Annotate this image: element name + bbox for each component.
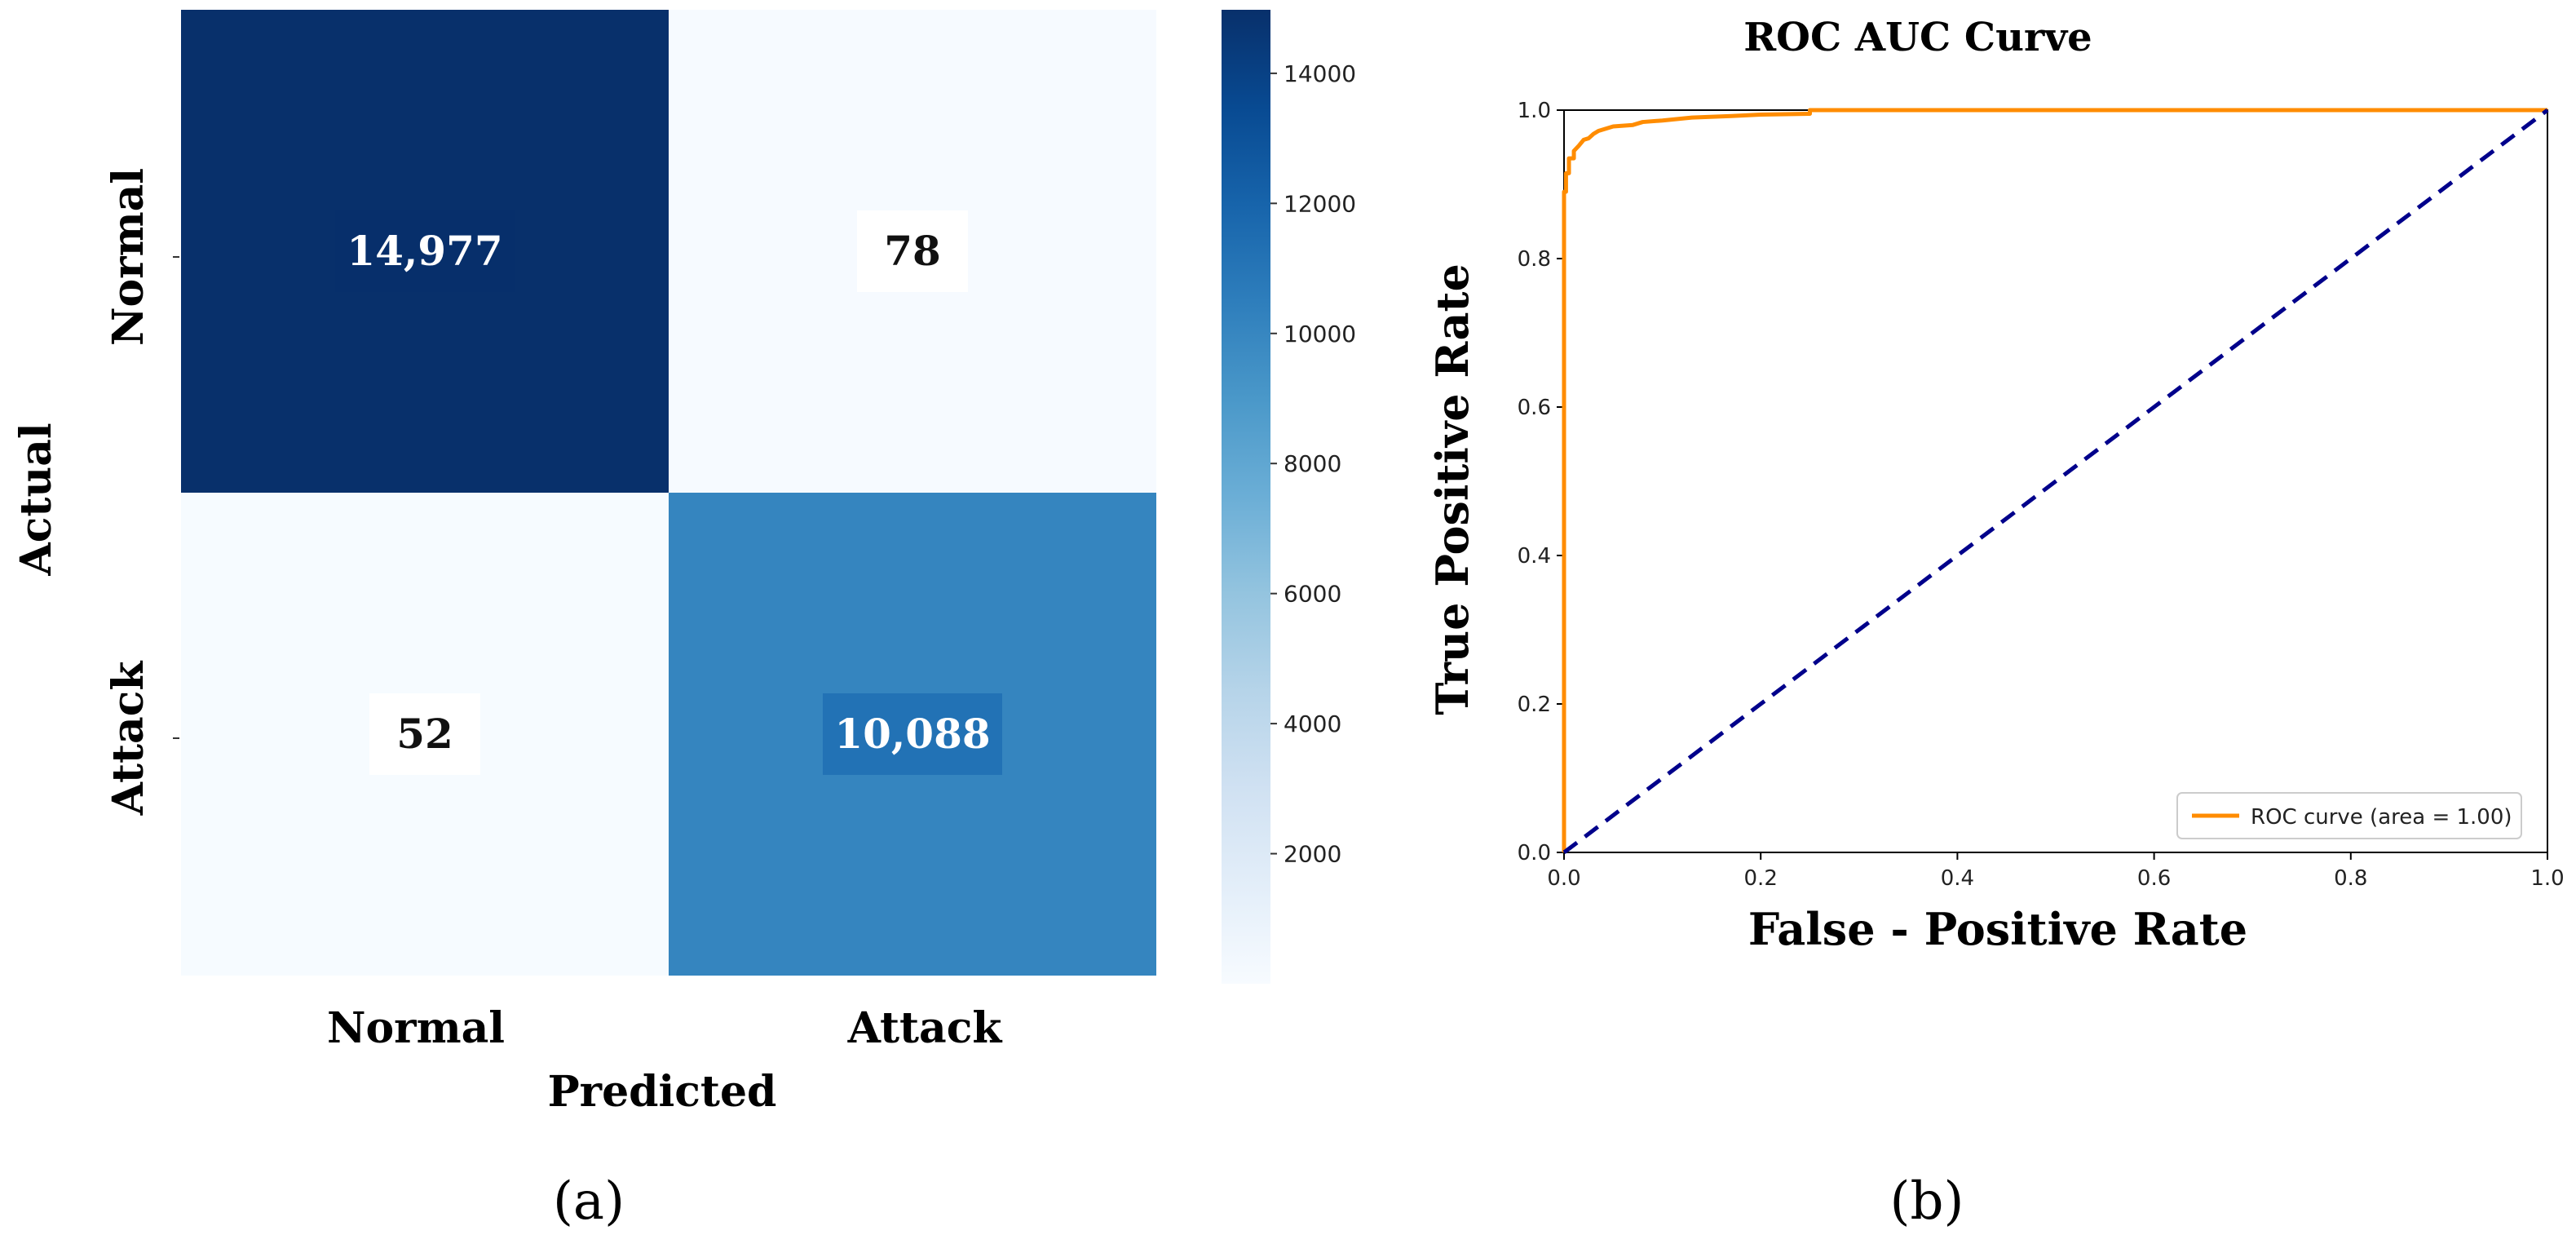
roc-x-axis-label: False - Positive Rate (1748, 903, 2247, 955)
cell-value-label: 10,088 (834, 710, 990, 758)
y-axis-label: Actual (11, 423, 61, 576)
colorbar-tick-label: 8000 (1284, 450, 1341, 477)
x-tick-label: 0.0 (1547, 866, 1580, 891)
y-tick-label: 0.2 (1518, 693, 1551, 717)
legend-box (2176, 792, 2522, 839)
colorbar-tick-label: 4000 (1284, 710, 1341, 737)
y-tick-label: 0.8 (1518, 247, 1551, 272)
panel-label-b: (b) (1890, 1171, 1964, 1232)
cell-value-label: 14,977 (347, 227, 502, 275)
roc-chart: 0.0 0.2 0.4 0.6 0.8 1.0 0.0 0.2 0.4 0.6 0.8 1.0 (1518, 99, 2565, 891)
colorbar: 2000 4000 6000 8000 10000 12000 14000 (1222, 10, 1356, 984)
x-tick-label: 0.8 (2334, 866, 2367, 891)
y-tick-label: 0.6 (1518, 396, 1551, 420)
colorbar-bar (1222, 10, 1270, 984)
roc-y-axis-label: True Positive Rate (1426, 263, 1478, 715)
confusion-matrix-labels: Normal Attack Predicted Normal Attack Ac… (11, 168, 1002, 1117)
x-tick-label-normal: Normal (327, 1003, 505, 1053)
roc-title: ROC AUC Curve (1743, 15, 2092, 60)
legend-label-roc: ROC curve (area = 1.00) (2251, 805, 2512, 830)
cell-value-label: 52 (396, 710, 453, 758)
confusion-matrix: 14,977 78 52 10,088 (181, 10, 1156, 976)
legend: ROC curve (area = 1.00) (2176, 792, 2522, 839)
cell-value-box (857, 210, 968, 292)
x-axis-label: Predicted (548, 1067, 777, 1117)
colorbar-tick-label: 14000 (1284, 60, 1356, 87)
x-tick-label: 0.2 (1744, 866, 1778, 891)
y-tick-label-attack: Attack (104, 661, 153, 817)
cell-value-label: 78 (884, 227, 941, 275)
x-tick-label-attack: Attack (847, 1003, 1003, 1053)
x-tick-label: 1.0 (2530, 866, 2564, 891)
colorbar-tick-label: 12000 (1284, 190, 1356, 217)
chance-diagonal-line (1562, 108, 2549, 854)
panel-label-a: (a) (553, 1171, 625, 1232)
cell-value-box (335, 210, 515, 292)
y-tick-label: 1.0 (1518, 99, 1551, 123)
cell-value-box (823, 693, 1002, 775)
y-tick-label: 0.0 (1518, 841, 1551, 865)
x-tick-label: 0.6 (2137, 866, 2171, 891)
colorbar-tick-label: 2000 (1284, 841, 1341, 868)
roc-curve-line (1562, 108, 2547, 852)
x-tick-label: 0.4 (1941, 866, 1974, 891)
y-tick-label: 0.4 (1518, 544, 1551, 569)
colorbar-tick-label: 6000 (1284, 581, 1341, 608)
cell-value-box (369, 693, 480, 775)
colorbar-tick-label: 10000 (1284, 321, 1356, 347)
y-tick-label-normal: Normal (104, 168, 153, 346)
